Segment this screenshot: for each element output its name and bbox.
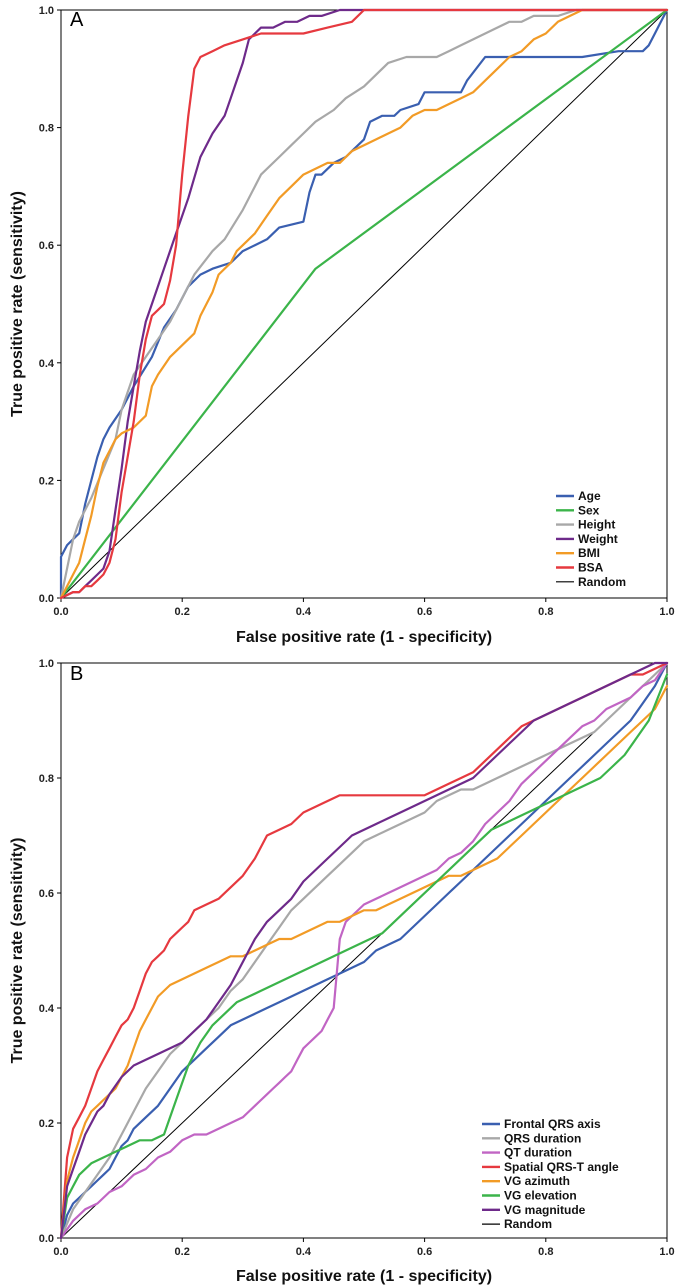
x-tick-label: 1.0 (659, 606, 674, 618)
legend-label: QT duration (504, 1146, 572, 1160)
x-tick-label: 0.4 (296, 606, 312, 618)
y-tick-label: 0.4 (39, 358, 55, 370)
x-tick-label: 0.8 (538, 606, 553, 618)
series-line-bmi (59, 8, 669, 600)
legend-label: Spatial QRS-T angle (504, 1160, 619, 1174)
legend-label: BSA (578, 561, 604, 575)
y-tick-label: 1.0 (39, 658, 54, 670)
y-tick-label: 0.8 (39, 123, 54, 135)
legend-label: BMI (578, 546, 600, 560)
y-axis-label: True positive rate (sensitivity) (9, 838, 26, 1064)
legend-label: Frontal QRS axis (504, 1117, 601, 1131)
legend-label: Sex (578, 503, 600, 517)
series-line-random (60, 662, 668, 1239)
x-tick-label: 0.2 (175, 1246, 190, 1258)
series-line-qrs-duration (59, 661, 669, 1240)
y-tick-label: 0.6 (39, 240, 54, 252)
x-axis-label: False positive rate (1 - specificity) (236, 629, 492, 646)
x-tick-label: 0.6 (417, 606, 432, 618)
plot-frame (60, 662, 668, 1239)
legend-label: Age (578, 489, 601, 503)
y-axis-label: True positive rate (sensitivity) (9, 191, 26, 417)
x-tick-label: 0.0 (53, 606, 68, 618)
series-line-vg-magnitude (59, 661, 669, 1240)
x-tick-label: 0.4 (296, 1246, 312, 1258)
y-tick-label: 0.2 (39, 1118, 54, 1130)
series-line-height (59, 8, 669, 600)
series-line-frontal-qrs-axis (59, 661, 669, 1240)
panel-label: B (70, 663, 83, 685)
y-tick-label: 0.8 (39, 773, 54, 785)
legend-label: Random (578, 575, 626, 589)
y-tick-label: 0.4 (39, 1003, 55, 1015)
legend-label: Weight (578, 532, 618, 546)
series-line-bsa (59, 8, 669, 600)
series-line-sex (59, 8, 669, 600)
series-line-age (59, 8, 669, 600)
chart-panel-b: 0.0 0.2 0.4 0.6 0.8 1.0 0.0 0.2 0.4 0.6 0.8 1.0 Fals… (9, 658, 675, 1285)
y-tick-label: 0.0 (39, 1233, 54, 1245)
chart-panel-a: 0.0 0.2 0.4 0.6 0.8 1.0 0.0 0.2 0.4 0.6 0.8 1.0 Fals… (9, 5, 675, 646)
x-tick-label: 1.0 (659, 1246, 674, 1258)
series-line-weight (59, 8, 669, 600)
legend-label: Random (504, 1217, 552, 1231)
y-tick-label: 0.6 (39, 888, 54, 900)
legend-label: VG elevation (504, 1189, 577, 1203)
series-line-vg-elevation (59, 673, 669, 1240)
x-tick-label: 0.6 (417, 1246, 432, 1258)
series-line-qt-duration (59, 661, 669, 1240)
x-tick-label: 0.0 (53, 1246, 68, 1258)
legend-label: VG magnitude (504, 1203, 586, 1217)
y-tick-label: 0.0 (39, 593, 54, 605)
panel-label: A (70, 9, 84, 31)
legend-label: QRS duration (504, 1131, 581, 1145)
legend-label: VG azimuth (504, 1174, 570, 1188)
series-line-random (60, 9, 668, 599)
y-tick-label: 0.2 (39, 475, 54, 487)
x-tick-label: 0.8 (538, 1246, 553, 1258)
x-tick-label: 0.2 (175, 606, 190, 618)
y-tick-label: 1.0 (39, 5, 54, 17)
legend-label: Height (578, 518, 615, 532)
x-axis-label: False positive rate (1 - specificity) (236, 1268, 492, 1285)
